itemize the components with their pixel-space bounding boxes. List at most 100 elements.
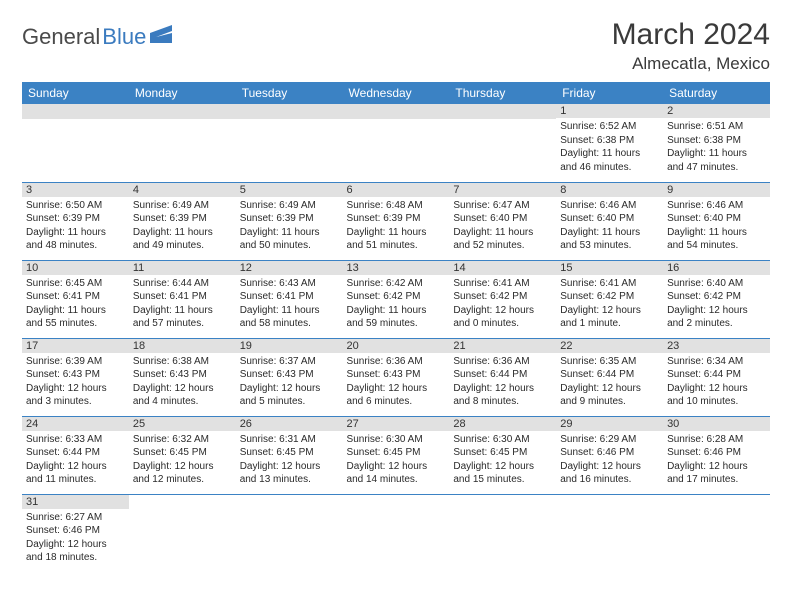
day-number: 16 <box>663 261 770 275</box>
sunset-text: Sunset: 6:40 PM <box>560 212 659 226</box>
daylight-text: Daylight: 11 hours and 52 minutes. <box>453 226 552 253</box>
calendar-week-row: 24Sunrise: 6:33 AMSunset: 6:44 PMDayligh… <box>22 416 770 494</box>
sunset-text: Sunset: 6:46 PM <box>667 446 766 460</box>
daylight-text: Daylight: 12 hours and 15 minutes. <box>453 460 552 487</box>
title-block: March 2024 Almecatla, Mexico <box>612 18 770 74</box>
sunset-text: Sunset: 6:44 PM <box>560 368 659 382</box>
day-details: Sunrise: 6:51 AMSunset: 6:38 PMDaylight:… <box>663 118 770 176</box>
daylight-text: Daylight: 11 hours and 47 minutes. <box>667 147 766 174</box>
daylight-text: Daylight: 12 hours and 16 minutes. <box>560 460 659 487</box>
calendar-cell: 1Sunrise: 6:52 AMSunset: 6:38 PMDaylight… <box>556 104 663 182</box>
day-number: 29 <box>556 417 663 431</box>
sunrise-text: Sunrise: 6:34 AM <box>667 355 766 369</box>
daylight-text: Daylight: 11 hours and 50 minutes. <box>240 226 339 253</box>
logo-flag-icon <box>150 25 174 43</box>
day-number: 13 <box>343 261 450 275</box>
day-details: Sunrise: 6:41 AMSunset: 6:42 PMDaylight:… <box>556 275 663 333</box>
day-number: 14 <box>449 261 556 275</box>
day-details: Sunrise: 6:30 AMSunset: 6:45 PMDaylight:… <box>449 431 556 489</box>
day-details: Sunrise: 6:38 AMSunset: 6:43 PMDaylight:… <box>129 353 236 411</box>
day-details: Sunrise: 6:40 AMSunset: 6:42 PMDaylight:… <box>663 275 770 333</box>
daylight-text: Daylight: 12 hours and 13 minutes. <box>240 460 339 487</box>
weekday-header: Saturday <box>663 82 770 104</box>
day-details: Sunrise: 6:48 AMSunset: 6:39 PMDaylight:… <box>343 197 450 255</box>
header: GeneralBlue March 2024 Almecatla, Mexico <box>22 18 770 74</box>
sunrise-text: Sunrise: 6:37 AM <box>240 355 339 369</box>
calendar-cell <box>449 104 556 182</box>
daylight-text: Daylight: 12 hours and 2 minutes. <box>667 304 766 331</box>
sunrise-text: Sunrise: 6:52 AM <box>560 120 659 134</box>
sunset-text: Sunset: 6:45 PM <box>240 446 339 460</box>
weekday-header: Tuesday <box>236 82 343 104</box>
sunrise-text: Sunrise: 6:40 AM <box>667 277 766 291</box>
empty-day <box>449 104 556 119</box>
sunrise-text: Sunrise: 6:31 AM <box>240 433 339 447</box>
daylight-text: Daylight: 11 hours and 55 minutes. <box>26 304 125 331</box>
day-number: 1 <box>556 104 663 118</box>
day-number: 27 <box>343 417 450 431</box>
sunrise-text: Sunrise: 6:30 AM <box>453 433 552 447</box>
logo: GeneralBlue <box>22 24 174 50</box>
day-number: 3 <box>22 183 129 197</box>
sunset-text: Sunset: 6:40 PM <box>667 212 766 226</box>
daylight-text: Daylight: 12 hours and 0 minutes. <box>453 304 552 331</box>
sunrise-text: Sunrise: 6:39 AM <box>26 355 125 369</box>
calendar-cell: 23Sunrise: 6:34 AMSunset: 6:44 PMDayligh… <box>663 338 770 416</box>
sunset-text: Sunset: 6:39 PM <box>26 212 125 226</box>
sunrise-text: Sunrise: 6:30 AM <box>347 433 446 447</box>
daylight-text: Daylight: 12 hours and 3 minutes. <box>26 382 125 409</box>
daylight-text: Daylight: 12 hours and 14 minutes. <box>347 460 446 487</box>
location: Almecatla, Mexico <box>612 54 770 74</box>
sunrise-text: Sunrise: 6:49 AM <box>240 199 339 213</box>
calendar-cell: 15Sunrise: 6:41 AMSunset: 6:42 PMDayligh… <box>556 260 663 338</box>
sunset-text: Sunset: 6:39 PM <box>347 212 446 226</box>
day-number: 10 <box>22 261 129 275</box>
day-number: 20 <box>343 339 450 353</box>
daylight-text: Daylight: 12 hours and 17 minutes. <box>667 460 766 487</box>
calendar-cell: 30Sunrise: 6:28 AMSunset: 6:46 PMDayligh… <box>663 416 770 494</box>
daylight-text: Daylight: 12 hours and 8 minutes. <box>453 382 552 409</box>
sunset-text: Sunset: 6:42 PM <box>560 290 659 304</box>
calendar-cell: 8Sunrise: 6:46 AMSunset: 6:40 PMDaylight… <box>556 182 663 260</box>
weekday-header-row: Sunday Monday Tuesday Wednesday Thursday… <box>22 82 770 104</box>
day-details: Sunrise: 6:46 AMSunset: 6:40 PMDaylight:… <box>556 197 663 255</box>
daylight-text: Daylight: 12 hours and 4 minutes. <box>133 382 232 409</box>
daylight-text: Daylight: 11 hours and 51 minutes. <box>347 226 446 253</box>
calendar-cell <box>22 104 129 182</box>
day-number: 30 <box>663 417 770 431</box>
sunset-text: Sunset: 6:43 PM <box>240 368 339 382</box>
calendar-cell: 20Sunrise: 6:36 AMSunset: 6:43 PMDayligh… <box>343 338 450 416</box>
day-details: Sunrise: 6:45 AMSunset: 6:41 PMDaylight:… <box>22 275 129 333</box>
sunset-text: Sunset: 6:43 PM <box>26 368 125 382</box>
day-details: Sunrise: 6:27 AMSunset: 6:46 PMDaylight:… <box>22 509 129 567</box>
calendar-week-row: 17Sunrise: 6:39 AMSunset: 6:43 PMDayligh… <box>22 338 770 416</box>
sunrise-text: Sunrise: 6:42 AM <box>347 277 446 291</box>
day-details: Sunrise: 6:52 AMSunset: 6:38 PMDaylight:… <box>556 118 663 176</box>
daylight-text: Daylight: 12 hours and 18 minutes. <box>26 538 125 565</box>
day-details: Sunrise: 6:43 AMSunset: 6:41 PMDaylight:… <box>236 275 343 333</box>
calendar-cell: 16Sunrise: 6:40 AMSunset: 6:42 PMDayligh… <box>663 260 770 338</box>
calendar-cell: 6Sunrise: 6:48 AMSunset: 6:39 PMDaylight… <box>343 182 450 260</box>
day-number: 31 <box>22 495 129 509</box>
sunset-text: Sunset: 6:41 PM <box>133 290 232 304</box>
sunrise-text: Sunrise: 6:28 AM <box>667 433 766 447</box>
empty-day <box>343 104 450 119</box>
sunset-text: Sunset: 6:44 PM <box>667 368 766 382</box>
day-details: Sunrise: 6:28 AMSunset: 6:46 PMDaylight:… <box>663 431 770 489</box>
day-number: 4 <box>129 183 236 197</box>
calendar-cell <box>343 104 450 182</box>
day-details: Sunrise: 6:32 AMSunset: 6:45 PMDaylight:… <box>129 431 236 489</box>
weekday-header: Monday <box>129 82 236 104</box>
sunset-text: Sunset: 6:40 PM <box>453 212 552 226</box>
day-details: Sunrise: 6:31 AMSunset: 6:45 PMDaylight:… <box>236 431 343 489</box>
day-details: Sunrise: 6:33 AMSunset: 6:44 PMDaylight:… <box>22 431 129 489</box>
calendar-week-row: 1Sunrise: 6:52 AMSunset: 6:38 PMDaylight… <box>22 104 770 182</box>
day-details: Sunrise: 6:49 AMSunset: 6:39 PMDaylight:… <box>129 197 236 255</box>
daylight-text: Daylight: 11 hours and 58 minutes. <box>240 304 339 331</box>
day-details: Sunrise: 6:36 AMSunset: 6:43 PMDaylight:… <box>343 353 450 411</box>
daylight-text: Daylight: 11 hours and 48 minutes. <box>26 226 125 253</box>
day-details: Sunrise: 6:35 AMSunset: 6:44 PMDaylight:… <box>556 353 663 411</box>
day-details: Sunrise: 6:41 AMSunset: 6:42 PMDaylight:… <box>449 275 556 333</box>
calendar-cell <box>129 494 236 572</box>
calendar-cell <box>236 494 343 572</box>
